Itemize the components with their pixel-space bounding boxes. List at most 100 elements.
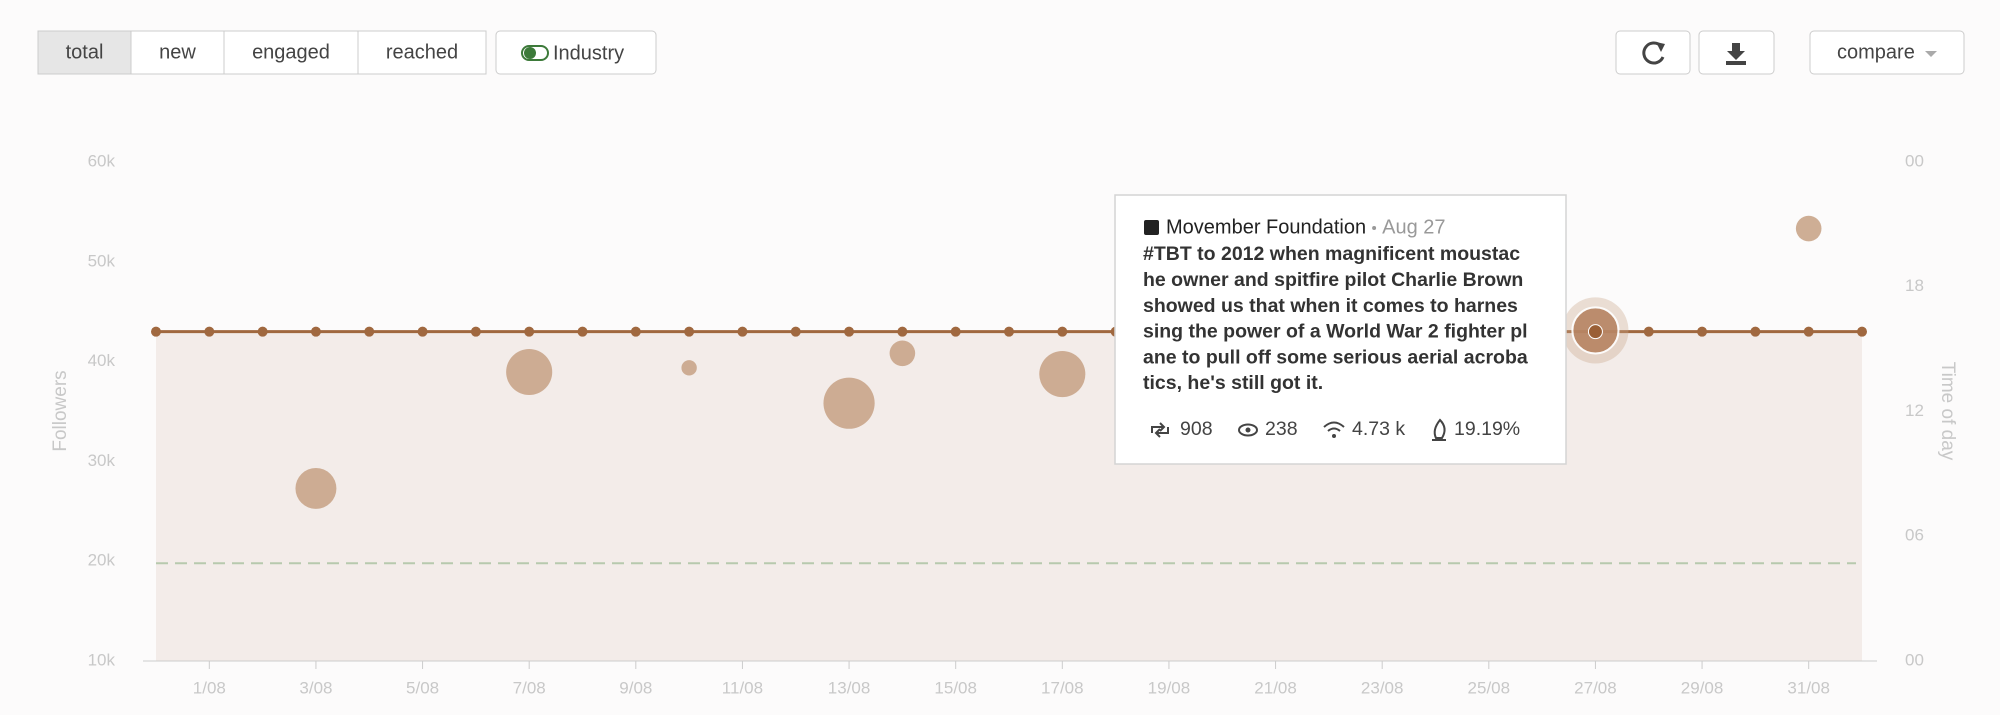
line-point bbox=[257, 326, 268, 337]
bubble[interactable] bbox=[1039, 351, 1086, 398]
tab-button[interactable]: total bbox=[37, 30, 132, 75]
y2-axis-title: Time of day bbox=[1937, 362, 1958, 461]
x-tick-label: 3/08 bbox=[299, 678, 332, 697]
x-tick-label: 25/08 bbox=[1468, 678, 1511, 697]
button-frame bbox=[1615, 30, 1691, 75]
button-label: total bbox=[66, 41, 104, 63]
line-point bbox=[1697, 326, 1708, 337]
y-tick-label: 40k bbox=[88, 351, 116, 370]
tooltip-text: #TBT to 2012 when magnificent moustac bbox=[1143, 243, 1520, 265]
compare-dropdown[interactable]: compare bbox=[1809, 30, 1965, 75]
x-tick-label: 29/08 bbox=[1681, 678, 1724, 697]
views-icon bbox=[1238, 423, 1258, 437]
bubble[interactable] bbox=[823, 377, 875, 429]
y2-tick-label: 00 bbox=[1905, 650, 1924, 669]
line-point bbox=[844, 326, 855, 337]
tooltip-text: showed us that when it comes to harnes bbox=[1143, 295, 1518, 317]
x-tick-label: 23/08 bbox=[1361, 678, 1404, 697]
tab-button[interactable]: new bbox=[130, 30, 225, 75]
industry-toggle[interactable]: Industry bbox=[495, 30, 657, 75]
line-point bbox=[364, 326, 375, 337]
line-point bbox=[470, 326, 481, 337]
tab-button[interactable]: reached bbox=[357, 30, 487, 75]
refresh-icon bbox=[1642, 41, 1665, 65]
line-point bbox=[204, 326, 215, 337]
x-tick-label: 15/08 bbox=[934, 678, 977, 697]
download-button[interactable] bbox=[1698, 30, 1775, 75]
tooltip-stat: 19.19% bbox=[1454, 418, 1520, 440]
y-tick-label: 50k bbox=[88, 251, 116, 270]
button-frame bbox=[495, 30, 657, 75]
line-point bbox=[790, 326, 801, 337]
area bbox=[156, 331, 1862, 661]
download-tray bbox=[1726, 61, 1746, 65]
bubble[interactable] bbox=[889, 340, 916, 367]
tooltip-stat: 238 bbox=[1265, 418, 1298, 440]
bubble[interactable] bbox=[681, 360, 697, 376]
x-tick-label: 13/08 bbox=[828, 678, 871, 697]
x-tick-label: 9/08 bbox=[619, 678, 652, 697]
y-tick-label: 60k bbox=[88, 151, 116, 170]
author-icon bbox=[1144, 220, 1159, 235]
x-tick-label: 19/08 bbox=[1148, 678, 1191, 697]
button-label: reached bbox=[386, 41, 458, 63]
line-point bbox=[1750, 326, 1761, 337]
line-point bbox=[1643, 326, 1654, 337]
line-point bbox=[737, 326, 748, 337]
line-point bbox=[1857, 326, 1867, 337]
refresh-button[interactable] bbox=[1615, 30, 1691, 75]
line-point bbox=[310, 326, 321, 337]
x-tick-label: 27/08 bbox=[1574, 678, 1617, 697]
y-tick-label: 30k bbox=[88, 451, 116, 470]
tooltip-author: Movember Foundation bbox=[1166, 216, 1366, 238]
button-frame bbox=[37, 30, 132, 75]
x-tick-label: 17/08 bbox=[1041, 678, 1084, 697]
tooltip-text: sing the power of a World War 2 fighter … bbox=[1143, 321, 1528, 343]
tab-button[interactable]: engaged bbox=[223, 30, 359, 75]
retweet-icon bbox=[1151, 422, 1169, 438]
bubble[interactable] bbox=[1795, 215, 1822, 242]
line-point bbox=[684, 326, 695, 337]
tooltip-text: tics, he's still got it. bbox=[1143, 372, 1323, 394]
tooltip-text: he owner and spitfire pilot Charlie Brow… bbox=[1143, 269, 1523, 291]
x-tick-label: 31/08 bbox=[1787, 678, 1830, 697]
line-point bbox=[630, 326, 641, 337]
line-point bbox=[577, 326, 588, 337]
engagement-icon bbox=[1432, 418, 1446, 441]
tooltip-box bbox=[1114, 194, 1567, 465]
toolbar: total new engaged reached Industry compare bbox=[37, 30, 1965, 75]
separator-dot bbox=[1372, 226, 1377, 230]
x-tick-label: 11/08 bbox=[722, 678, 763, 697]
refresh-arrow bbox=[1656, 42, 1665, 52]
button-frame bbox=[1809, 30, 1965, 75]
button-label: new bbox=[159, 41, 196, 63]
y2-tick-label: 00 bbox=[1905, 151, 1924, 170]
y-tick-label: 20k bbox=[88, 551, 116, 570]
reach-icon bbox=[1323, 421, 1345, 432]
toggle-knob bbox=[524, 47, 536, 59]
bubble[interactable] bbox=[295, 467, 337, 509]
line-point bbox=[1004, 326, 1014, 337]
button-label: Industry bbox=[553, 42, 624, 64]
bubble[interactable] bbox=[506, 348, 553, 396]
x-tick-label: 1/08 bbox=[193, 678, 226, 697]
line-point bbox=[417, 326, 428, 337]
button-frame bbox=[130, 30, 225, 75]
selected-point bbox=[1587, 324, 1603, 340]
x-tick-label: 7/08 bbox=[513, 678, 546, 697]
x-tick-label: 5/08 bbox=[406, 678, 439, 697]
caret bbox=[1925, 51, 1937, 57]
tooltip: Movember Foundation Aug 27 #TBT to 2012 wh… bbox=[1114, 194, 1567, 465]
y-axis-title: Followers bbox=[50, 370, 71, 451]
tooltip-stat: 4.73 k bbox=[1352, 418, 1405, 440]
plot: 10k 20k 30k 40k 50k 60k 00 06 12 18 00 1/08 3/08 5/08… bbox=[50, 151, 1958, 697]
button-frame bbox=[357, 30, 487, 75]
line-point bbox=[897, 326, 908, 337]
y-tick-label: 10k bbox=[88, 650, 116, 669]
line-point bbox=[1803, 326, 1814, 337]
y2-tick-label: 12 bbox=[1905, 401, 1924, 420]
line-point bbox=[524, 326, 535, 337]
line-point bbox=[1057, 326, 1068, 337]
line-point bbox=[151, 326, 161, 337]
